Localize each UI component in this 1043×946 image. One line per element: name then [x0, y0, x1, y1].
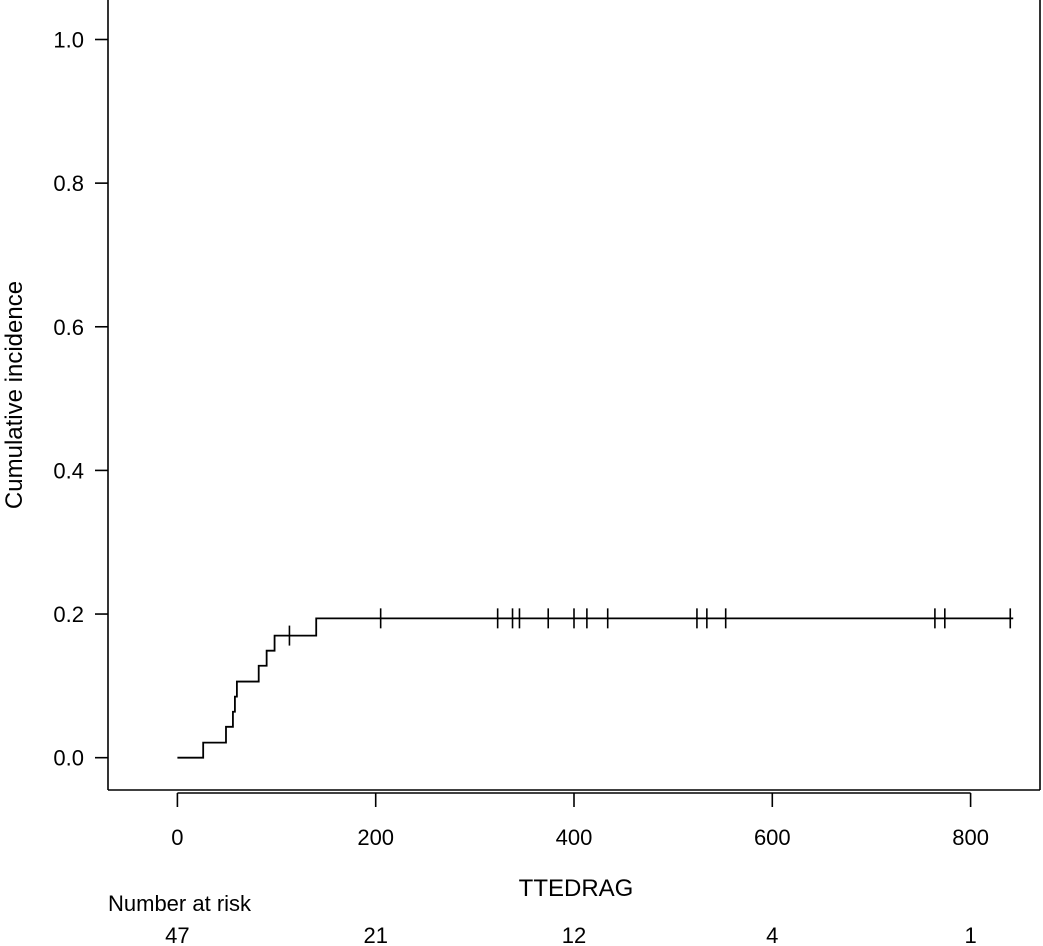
- x-tick-label: 0: [171, 825, 183, 850]
- curve-layer: [177, 608, 1014, 759]
- x-tick-label: 800: [952, 825, 989, 850]
- risk-count: 47: [165, 923, 189, 946]
- risk-count: 12: [562, 923, 586, 946]
- risk-count: 1: [964, 923, 976, 946]
- y-tick-label: 0.0: [53, 746, 84, 771]
- x-tick-label: 600: [754, 825, 791, 850]
- risk-table-title: Number at risk: [108, 891, 252, 916]
- risk-count: 21: [363, 923, 387, 946]
- y-tick-label: 0.8: [53, 171, 84, 196]
- x-tick-label: 400: [556, 825, 593, 850]
- x-tick-label: 200: [357, 825, 394, 850]
- y-tick-label: 0.4: [53, 458, 84, 483]
- y-tick-label: 0.6: [53, 315, 84, 340]
- risk-count: 4: [766, 923, 778, 946]
- risk-table: 47 21 12 4 1: [165, 923, 977, 946]
- y-axis-title: Cumulative incidence: [1, 281, 28, 509]
- y-tick-label: 1.0: [53, 28, 84, 53]
- y-tick-label: 0.2: [53, 602, 84, 627]
- x-axis-title: TTEDRAG: [519, 875, 634, 902]
- axes: 0.0 0.2 0.4 0.6 0.8 1.0 0 200 400 600 800: [53, 0, 1041, 850]
- incidence-step-line: [177, 617, 1014, 759]
